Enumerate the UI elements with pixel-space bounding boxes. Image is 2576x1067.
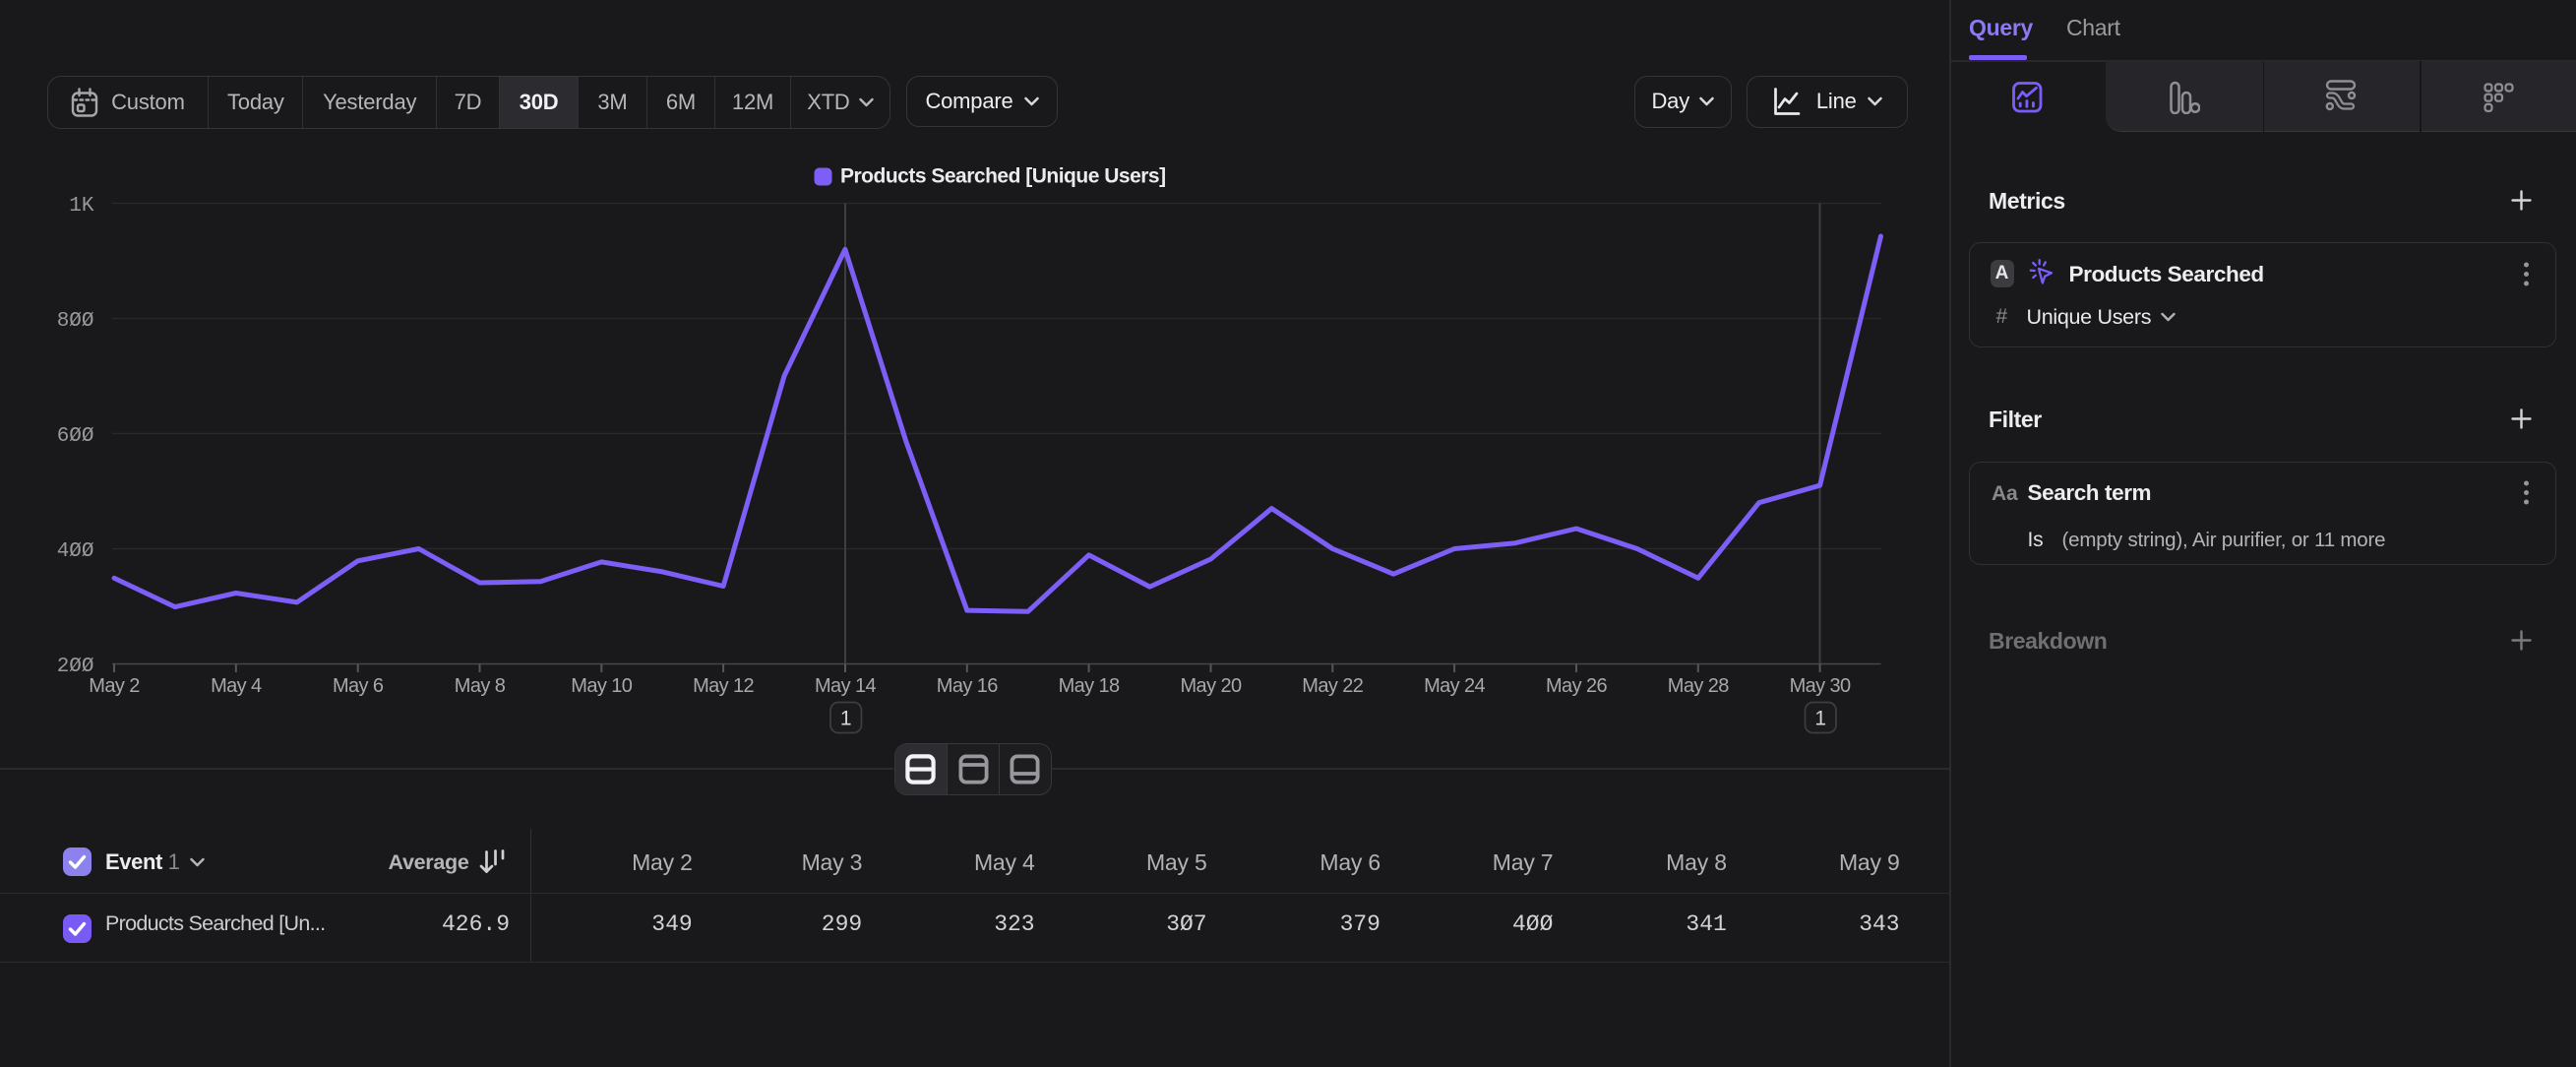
- svg-text:May 20: May 20: [1181, 675, 1242, 697]
- svg-text:4ØØ: 4ØØ: [57, 540, 94, 563]
- svg-text:May 18: May 18: [1059, 675, 1120, 697]
- svg-text:May 10: May 10: [571, 675, 632, 697]
- svg-text:May 30: May 30: [1790, 675, 1851, 697]
- svg-text:May 22: May 22: [1302, 675, 1363, 697]
- svg-text:2ØØ: 2ØØ: [57, 656, 94, 678]
- svg-text:1: 1: [1814, 708, 1826, 730]
- svg-text:May 24: May 24: [1424, 675, 1485, 697]
- svg-text:May 26: May 26: [1546, 675, 1607, 697]
- svg-text:May 8: May 8: [455, 675, 506, 697]
- svg-text:Products Searched [Unique User: Products Searched [Unique Users]: [840, 165, 1166, 188]
- svg-text:May 14: May 14: [815, 675, 876, 697]
- svg-text:6ØØ: 6ØØ: [57, 425, 94, 448]
- svg-text:8ØØ: 8ØØ: [57, 310, 94, 333]
- svg-text:May 16: May 16: [937, 675, 998, 697]
- svg-text:May 6: May 6: [333, 675, 384, 697]
- svg-text:May 4: May 4: [211, 675, 262, 697]
- svg-text:May 2: May 2: [89, 675, 140, 697]
- svg-text:May 12: May 12: [693, 675, 754, 697]
- svg-text:1K: 1K: [69, 195, 94, 218]
- svg-text:May 28: May 28: [1668, 675, 1729, 697]
- svg-text:1: 1: [840, 708, 852, 730]
